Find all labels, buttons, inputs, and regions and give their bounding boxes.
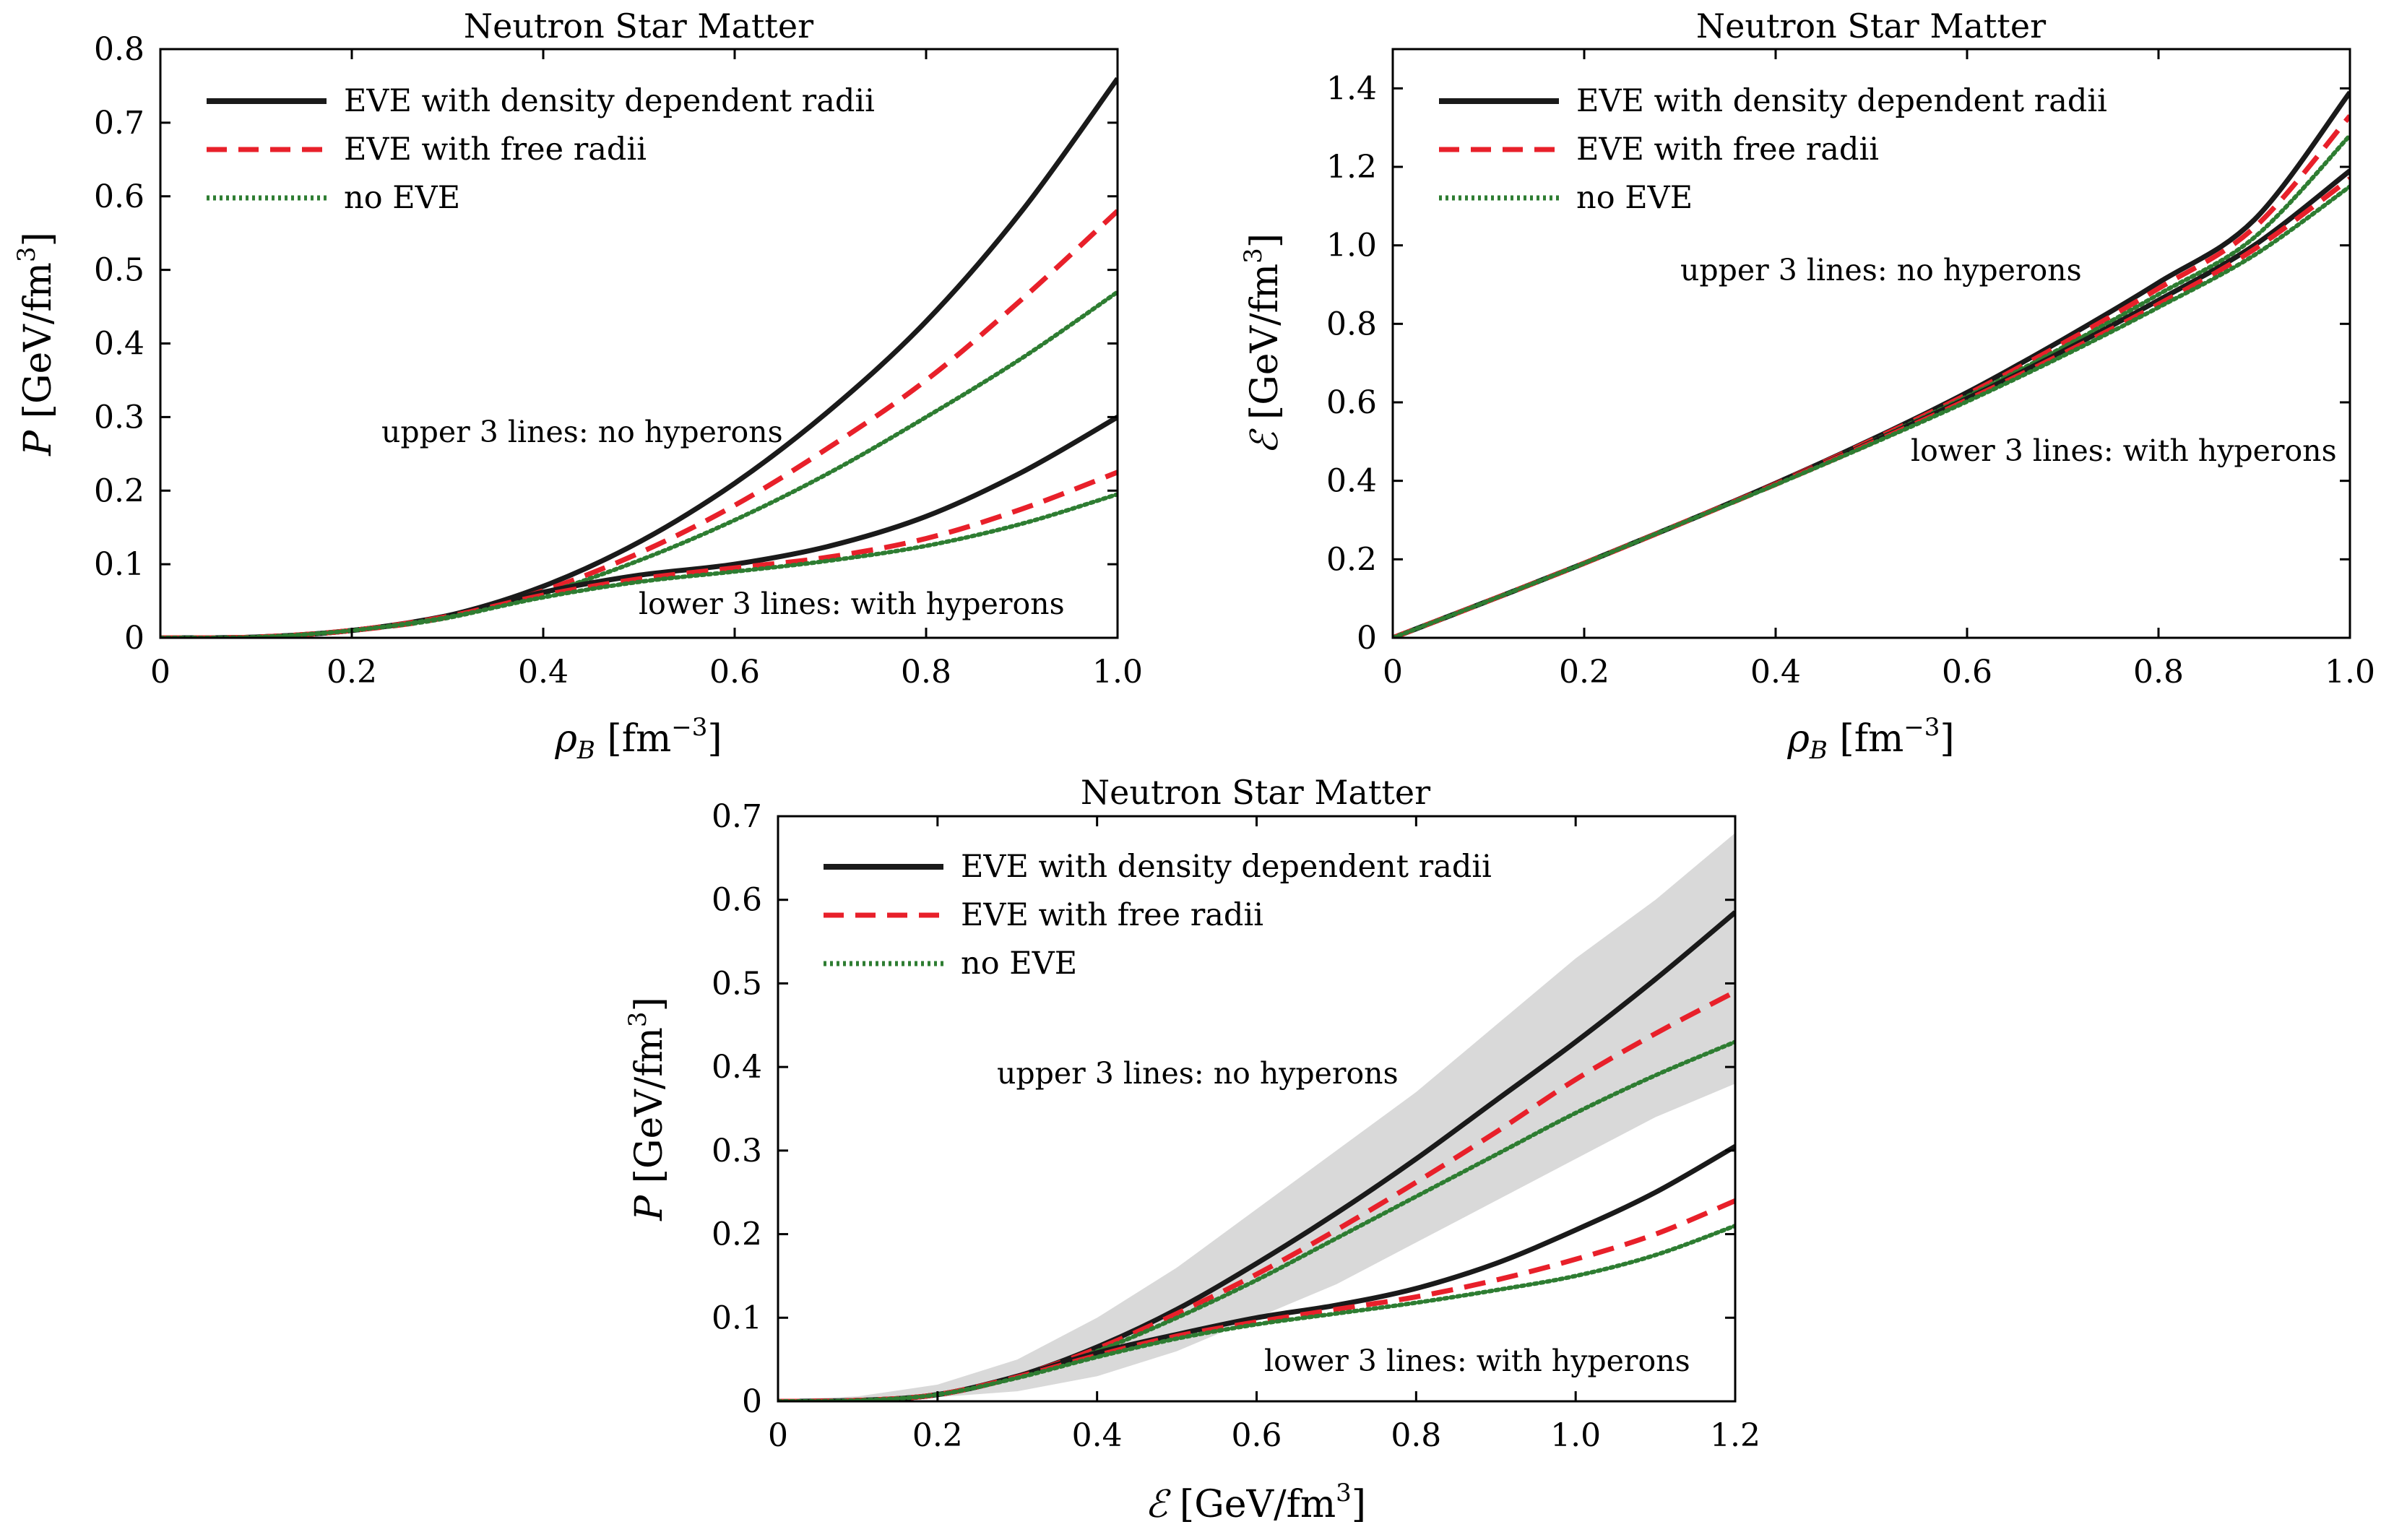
y-tick-label: 0.5 bbox=[94, 252, 144, 289]
legend-label-free-radii: EVE with free radii bbox=[961, 897, 1263, 933]
x-tick-label: 0.6 bbox=[1942, 654, 1992, 691]
x-tick-label: 0 bbox=[1383, 654, 1403, 691]
y-axis-label: P [GeV/fm3] bbox=[12, 232, 60, 457]
legend-label-density-dependent: EVE with density dependent radii bbox=[344, 83, 875, 119]
y-tick-label: 0.5 bbox=[712, 965, 762, 1002]
x-tick-label: 0 bbox=[150, 654, 170, 691]
y-axis-label: P [GeV/fm3] bbox=[623, 997, 671, 1221]
panel-pressure-vs-density: 0 0.2 0.4 0.6 0.8 1.0 0 0.1 0.2 0.3 0.4 0.5 0.6 0.7 0.… bbox=[12, 7, 1143, 765]
panel-title: Neutron Star Matter bbox=[1696, 7, 2046, 46]
series-line-dashed-with-hyperons bbox=[1393, 176, 2350, 638]
y-tick-label: 0.1 bbox=[94, 546, 144, 583]
series-line-dashed-no-hyperons bbox=[778, 989, 1735, 1401]
y-tick-label: 0.4 bbox=[1326, 463, 1377, 500]
x-tick-label: 0.2 bbox=[327, 654, 377, 691]
legend: EVE with density dependent radii EVE wit… bbox=[1439, 83, 2107, 216]
x-tick-label: 0.6 bbox=[1232, 1417, 1282, 1454]
annotation-with-hyperons: lower 3 lines: with hyperons bbox=[1264, 1344, 1690, 1378]
y-tick-label: 1.2 bbox=[1326, 149, 1377, 186]
x-axis-label: ℰ [GeV/fm3] bbox=[1145, 1479, 1366, 1526]
x-axis-label: ρB [fm−3] bbox=[554, 713, 722, 765]
annotation-no-hyperons: upper 3 lines: no hyperons bbox=[1680, 253, 2082, 287]
x-tick-label: 1.0 bbox=[1550, 1417, 1601, 1454]
annotation-with-hyperons: lower 3 lines: with hyperons bbox=[1911, 433, 2337, 468]
y-tick-label: 0.2 bbox=[1326, 541, 1377, 578]
plot-frame bbox=[1391, 48, 2351, 639]
y-tick-label: 0.7 bbox=[712, 798, 762, 835]
series-line-dotted-no-hyperons bbox=[1393, 133, 2350, 638]
y-tick-label: 0.6 bbox=[1326, 384, 1377, 421]
x-tick-label: 0.8 bbox=[901, 654, 951, 691]
x-tick-label: 0.2 bbox=[1559, 654, 1609, 691]
y-tick-label: 0.1 bbox=[712, 1299, 762, 1336]
legend-label-free-radii: EVE with free radii bbox=[344, 131, 647, 168]
x-tick-label: 0 bbox=[768, 1417, 788, 1454]
y-tick-label: 1.4 bbox=[1326, 70, 1377, 107]
y-tick-label: 0.4 bbox=[94, 326, 144, 363]
legend-label-free-radii: EVE with free radii bbox=[1576, 131, 1879, 168]
x-tick-label: 0.2 bbox=[912, 1417, 963, 1454]
y-tick-label: 0.4 bbox=[712, 1049, 762, 1086]
y-tick-label: 0.3 bbox=[712, 1133, 762, 1169]
legend-label-no-eve: no EVE bbox=[961, 946, 1077, 982]
x-tick-label: 0.4 bbox=[1750, 654, 1801, 691]
panel-title: Neutron Star Matter bbox=[464, 7, 813, 46]
y-tick-label: 0 bbox=[124, 620, 144, 657]
x-tick-label: 0.6 bbox=[709, 654, 760, 691]
y-tick-label: 0.8 bbox=[1326, 306, 1377, 342]
legend-label-density-dependent: EVE with density dependent radii bbox=[961, 849, 1492, 885]
annotation-no-hyperons: upper 3 lines: no hyperons bbox=[381, 415, 783, 449]
series-line-dashed-with-hyperons bbox=[160, 470, 1118, 638]
x-tick-label: 0.8 bbox=[2133, 654, 2184, 691]
series-line-solid-with-hyperons bbox=[1393, 168, 2350, 638]
x-tick-label: 0.8 bbox=[1391, 1417, 1441, 1454]
series-line-dotted-with-hyperons bbox=[160, 492, 1118, 638]
series-line-dashed-no-hyperons bbox=[1393, 114, 2350, 638]
legend-label-no-eve: no EVE bbox=[344, 180, 460, 216]
x-tick-label: 1.0 bbox=[2325, 654, 2375, 691]
x-tick-label: 1.2 bbox=[1710, 1417, 1760, 1454]
shaded-band bbox=[778, 833, 1735, 1401]
x-axis-label: ρB [fm−3] bbox=[1786, 713, 1954, 765]
y-tick-label: 0.6 bbox=[712, 882, 762, 919]
panel-energy-vs-density: 0 0.2 0.4 0.6 0.8 1.0 0 0.2 0.4 0.6 0.8 1.0 1.2 1.4 N… bbox=[1239, 7, 2375, 765]
y-tick-label: 0.3 bbox=[94, 399, 144, 436]
y-tick-label: 0.6 bbox=[94, 178, 144, 215]
x-tick-label: 1.0 bbox=[1092, 654, 1143, 691]
legend: EVE with density dependent radii EVE wit… bbox=[207, 83, 875, 216]
legend-label-density-dependent: EVE with density dependent radii bbox=[1576, 83, 2107, 119]
y-tick-label: 1.0 bbox=[1326, 228, 1377, 264]
series-line-dashed-with-hyperons bbox=[778, 1198, 1735, 1401]
y-tick-label: 0.8 bbox=[94, 31, 144, 68]
annotation-no-hyperons: upper 3 lines: no hyperons bbox=[997, 1056, 1399, 1091]
y-tick-label: 0 bbox=[742, 1383, 762, 1420]
x-tick-label: 0.4 bbox=[518, 654, 569, 691]
y-tick-label: 0.2 bbox=[712, 1216, 762, 1253]
annotation-with-hyperons: lower 3 lines: with hyperons bbox=[639, 587, 1065, 621]
y-tick-label: 0.7 bbox=[94, 105, 144, 142]
y-axis-label: ℰ [GeV/fm3] bbox=[1239, 233, 1287, 454]
x-tick-label: 0.4 bbox=[1072, 1417, 1123, 1454]
legend-label-no-eve: no EVE bbox=[1576, 180, 1693, 216]
series-line-dotted-with-hyperons bbox=[1393, 184, 2350, 638]
series-line-solid-no-hyperons bbox=[1393, 90, 2350, 638]
y-tick-label: 0.2 bbox=[94, 472, 144, 509]
y-tick-label: 0 bbox=[1357, 620, 1377, 657]
legend: EVE with density dependent radii EVE wit… bbox=[824, 849, 1492, 982]
panel-title: Neutron Star Matter bbox=[1081, 773, 1430, 812]
panel-pressure-vs-energy: 0 0.2 0.4 0.6 0.8 1.0 1.2 0 0.1 0.2 0.3 0.4 0.5 0.6 0.… bbox=[623, 773, 1760, 1526]
